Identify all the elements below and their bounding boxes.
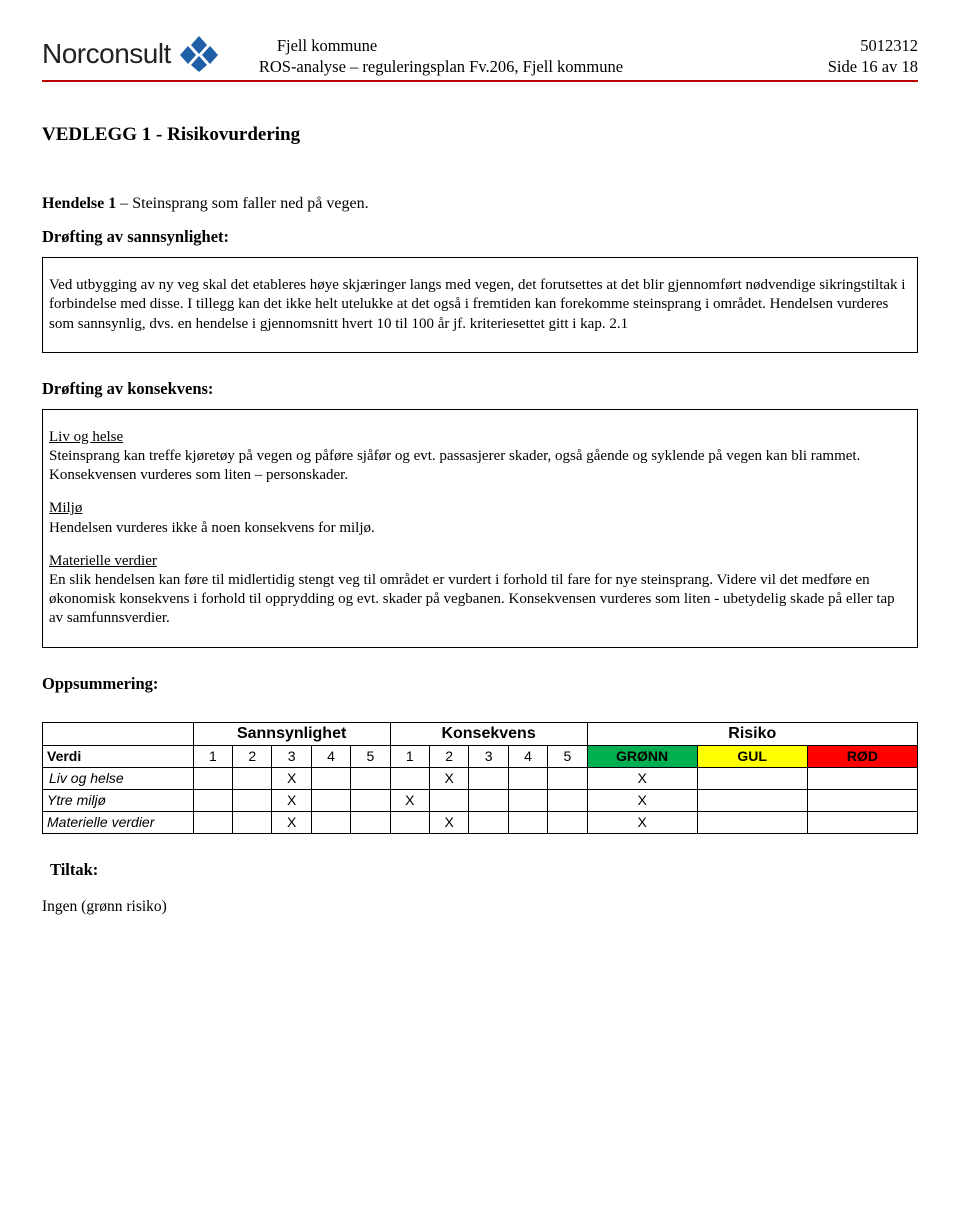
- page-title: VEDLEGG 1 - Risikovurdering: [42, 124, 918, 146]
- col-group-sannsynlighet: Sannsynlighet: [193, 722, 390, 745]
- konsekvens-heading: Drøfting av konsekvens:: [42, 379, 918, 399]
- cell-mark: X: [430, 767, 469, 789]
- logo: Norconsult: [42, 36, 219, 72]
- cell-mark: X: [272, 789, 311, 811]
- table-corner: [43, 722, 194, 745]
- miljo-body: Hendelsen vurderes ikke å noen konsekven…: [49, 519, 911, 538]
- cell-mark: X: [272, 767, 311, 789]
- summary-table-wrap: Sannsynlighet Konsekvens Risiko Verdi 1 …: [42, 722, 918, 834]
- header-doc-title: ROS-analyse – reguleringsplan Fv.206, Fj…: [259, 57, 828, 78]
- cell-mark: X: [390, 789, 429, 811]
- tiltak-body: Ingen (grønn risiko): [42, 898, 918, 916]
- cell-mark: X: [587, 789, 697, 811]
- konsekvens-box: Liv og helse Steinsprang kan treffe kjør…: [42, 409, 918, 648]
- cell-mark: X: [272, 811, 311, 833]
- hendelse-prefix: Hendelse 1: [42, 195, 116, 212]
- table-row: Ytre miljø X X X: [43, 789, 918, 811]
- summary-table: Sannsynlighet Konsekvens Risiko Verdi 1 …: [42, 722, 918, 834]
- logo-icon: [179, 36, 219, 72]
- row-ytre-label: Ytre miljø: [43, 789, 194, 811]
- sannsynlighet-heading: Drøfting av sannsynlighet:: [42, 227, 918, 247]
- kons-4: 4: [508, 745, 547, 767]
- cell-mark: X: [587, 767, 697, 789]
- tiltak-heading: Tiltak:: [50, 860, 918, 880]
- miljo-heading: Miljø: [49, 500, 82, 516]
- risk-yellow-label: GUL: [697, 745, 807, 767]
- risk-red-label: RØD: [807, 745, 917, 767]
- cell-mark: X: [430, 811, 469, 833]
- materielle-heading: Materielle verdier: [49, 553, 157, 569]
- verdi-label: Verdi: [43, 745, 194, 767]
- header-right: 5012312 Side 16 av 18: [828, 36, 918, 77]
- sann-2: 2: [233, 745, 272, 767]
- hendelse-heading: Hendelse 1 – Steinsprang som faller ned …: [42, 192, 918, 213]
- hendelse-suffix: – Steinsprang som faller ned på vegen.: [116, 195, 368, 212]
- sannsynlighet-box: Ved utbygging av ny veg skal det etabler…: [42, 257, 918, 353]
- sann-3: 3: [272, 745, 311, 767]
- row-mat-label: Materielle verdier: [43, 811, 194, 833]
- logo-text: Norconsult: [42, 38, 171, 70]
- kons-2: 2: [430, 745, 469, 767]
- liv-helse-body: Steinsprang kan treffe kjøretøy på vegen…: [49, 447, 911, 485]
- table-header-row: Sannsynlighet Konsekvens Risiko: [43, 722, 918, 745]
- header-client: Fjell kommune: [259, 36, 828, 57]
- kons-5: 5: [548, 745, 587, 767]
- header-doc-number: 5012312: [828, 36, 918, 57]
- col-group-konsekvens: Konsekvens: [390, 722, 587, 745]
- oppsummering-heading: Oppsummering:: [42, 674, 918, 694]
- liv-helse-heading: Liv og helse: [49, 429, 123, 445]
- sannsynlighet-body: Ved utbygging av ny veg skal det etabler…: [49, 276, 911, 334]
- row-liv-label: Liv og helse: [43, 767, 194, 789]
- risk-green-label: GRØNN: [587, 745, 697, 767]
- materielle-body: En slik hendelsen kan føre til midlertid…: [49, 571, 911, 629]
- table-row: Liv og helse X X X: [43, 767, 918, 789]
- table-row: Materielle verdier X X X: [43, 811, 918, 833]
- sann-4: 4: [311, 745, 350, 767]
- sann-1: 1: [193, 745, 232, 767]
- sann-5: 5: [351, 745, 390, 767]
- cell-mark: X: [587, 811, 697, 833]
- header-page-number: Side 16 av 18: [828, 57, 918, 78]
- page-header: Norconsult Fjell kommune ROS-analyse – r…: [42, 36, 918, 82]
- kons-1: 1: [390, 745, 429, 767]
- table-subheader-row: Verdi 1 2 3 4 5 1 2 3 4 5 GRØNN GUL RØD: [43, 745, 918, 767]
- col-group-risiko: Risiko: [587, 722, 917, 745]
- kons-3: 3: [469, 745, 508, 767]
- header-center: Fjell kommune ROS-analyse – reguleringsp…: [259, 36, 828, 77]
